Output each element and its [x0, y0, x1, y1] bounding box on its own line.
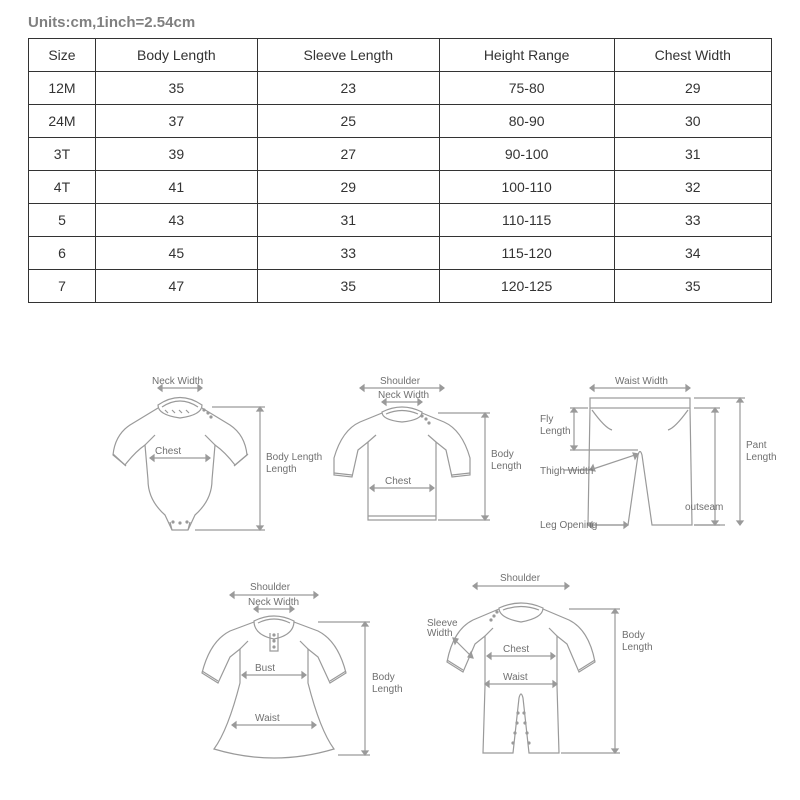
measurement-diagrams: Neck Width Chest Body Length Length Shou… [0, 360, 800, 790]
col-header: Sleeve Length [257, 39, 439, 72]
svg-text:Length: Length [540, 426, 571, 437]
table-cell: 30 [614, 105, 771, 138]
table-cell: 32 [614, 171, 771, 204]
table-cell: 43 [95, 204, 257, 237]
svg-text:Shoulder: Shoulder [250, 582, 291, 593]
table-row: 74735120-12535 [29, 270, 772, 303]
table-cell: 12M [29, 72, 96, 105]
table-cell: 39 [95, 138, 257, 171]
table-cell: 37 [95, 105, 257, 138]
svg-text:outseam: outseam [685, 502, 723, 513]
col-header: Height Range [439, 39, 614, 72]
table-cell: 29 [614, 72, 771, 105]
table-cell: 5 [29, 204, 96, 237]
svg-text:Shoulder: Shoulder [500, 573, 541, 584]
table-cell: 120-125 [439, 270, 614, 303]
svg-text:Length: Length [746, 452, 777, 463]
table-cell: 90-100 [439, 138, 614, 171]
table-cell: 33 [614, 204, 771, 237]
table-row: 4T4129100-11032 [29, 171, 772, 204]
table-row: 64533115-12034 [29, 237, 772, 270]
units-label: Units:cm,1inch=2.54cm [28, 14, 195, 31]
svg-text:Length: Length [491, 461, 522, 472]
svg-text:Thigh Width: Thigh Width [540, 466, 593, 477]
body-length-label: Body Length [266, 452, 322, 463]
svg-text:Fly: Fly [540, 414, 553, 425]
svg-text:Length: Length [372, 684, 403, 695]
table-header-row: Size Body Length Sleeve Length Height Ra… [29, 39, 772, 72]
col-header: Chest Width [614, 39, 771, 72]
svg-text:Waist Width: Waist Width [615, 376, 668, 387]
table-cell: 35 [95, 72, 257, 105]
svg-text:Pant: Pant [746, 440, 767, 451]
svg-text:Body: Body [491, 449, 514, 460]
table-cell: 33 [257, 237, 439, 270]
table-row: 3T392790-10031 [29, 138, 772, 171]
col-header: Size [29, 39, 96, 72]
neck-width-label: Neck Width [152, 376, 203, 387]
svg-text:Waist: Waist [255, 713, 280, 724]
table-cell: 47 [95, 270, 257, 303]
svg-text:Chest: Chest [385, 476, 411, 487]
table-cell: 110-115 [439, 204, 614, 237]
table-cell: 23 [257, 72, 439, 105]
table-cell: 3T [29, 138, 96, 171]
svg-text:Shoulder: Shoulder [380, 376, 421, 387]
svg-text:Neck Width: Neck Width [378, 390, 429, 401]
chest-label: Chest [155, 446, 181, 457]
svg-text:Waist: Waist [503, 672, 528, 683]
col-header: Body Length [95, 39, 257, 72]
table-cell: 7 [29, 270, 96, 303]
table-cell: 35 [257, 270, 439, 303]
table-cell: 31 [257, 204, 439, 237]
table-cell: 80-90 [439, 105, 614, 138]
svg-text:Chest: Chest [503, 644, 529, 655]
table-cell: 100-110 [439, 171, 614, 204]
svg-text:Neck Width: Neck Width [248, 597, 299, 608]
svg-text:Leg Opening: Leg Opening [540, 520, 597, 531]
table-cell: 31 [614, 138, 771, 171]
table-cell: 24M [29, 105, 96, 138]
table-cell: 27 [257, 138, 439, 171]
table-cell: 6 [29, 237, 96, 270]
table-cell: 25 [257, 105, 439, 138]
table-cell: 41 [95, 171, 257, 204]
svg-text:Body: Body [372, 672, 395, 683]
table-cell: 45 [95, 237, 257, 270]
table-row: 12M352375-8029 [29, 72, 772, 105]
table-cell: 4T [29, 171, 96, 204]
size-table: Size Body Length Sleeve Length Height Ra… [28, 38, 772, 303]
svg-text:Length: Length [622, 642, 653, 653]
table-row: 24M372580-9030 [29, 105, 772, 138]
table-cell: 115-120 [439, 237, 614, 270]
svg-text:Bust: Bust [255, 663, 275, 674]
svg-text:Length: Length [266, 464, 297, 475]
table-cell: 35 [614, 270, 771, 303]
table-cell: 34 [614, 237, 771, 270]
table-cell: 29 [257, 171, 439, 204]
svg-text:Width: Width [427, 628, 453, 639]
table-cell: 75-80 [439, 72, 614, 105]
svg-text:Body: Body [622, 630, 645, 641]
table-row: 54331110-11533 [29, 204, 772, 237]
